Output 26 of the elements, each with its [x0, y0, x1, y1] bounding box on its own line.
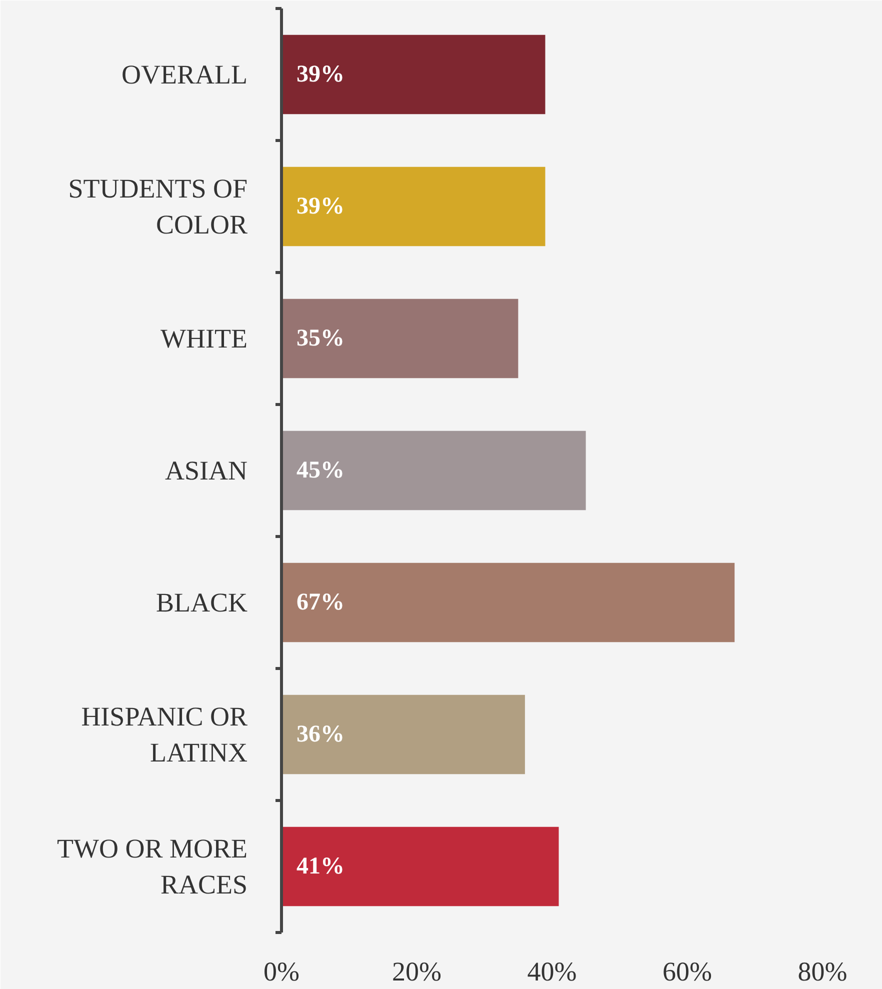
data-label: 39% [296, 194, 344, 220]
bar [282, 298, 518, 378]
data-label: 67% [296, 590, 344, 616]
bar [282, 826, 559, 906]
x-tick-label: 20% [392, 956, 442, 986]
data-label: 35% [296, 326, 344, 352]
bar [282, 694, 525, 774]
bar [282, 166, 546, 246]
data-label: 41% [296, 854, 344, 880]
data-label: 36% [296, 722, 344, 748]
y-tick-label: WHITE [160, 324, 248, 354]
y-tick-label: HISPANIC OR LATINX [81, 702, 248, 768]
data-label: 45% [296, 458, 344, 484]
y-tick-label: TWO OR MORE RACES [57, 834, 248, 900]
bar [282, 562, 735, 642]
bar [282, 430, 586, 510]
x-tick-label: 0% [264, 956, 300, 986]
y-tick-label: BLACK [156, 588, 248, 618]
y-tick-label: STUDENTS OF COLOR [68, 174, 248, 240]
y-tick-label: ASIAN [164, 456, 248, 486]
x-tick-label: 60% [662, 956, 712, 986]
bar [282, 34, 546, 114]
x-tick-label: 80% [798, 956, 848, 986]
y-tick-label: OVERALL [122, 60, 248, 90]
x-tick-label: 40% [527, 956, 577, 986]
data-label: 39% [296, 62, 344, 88]
